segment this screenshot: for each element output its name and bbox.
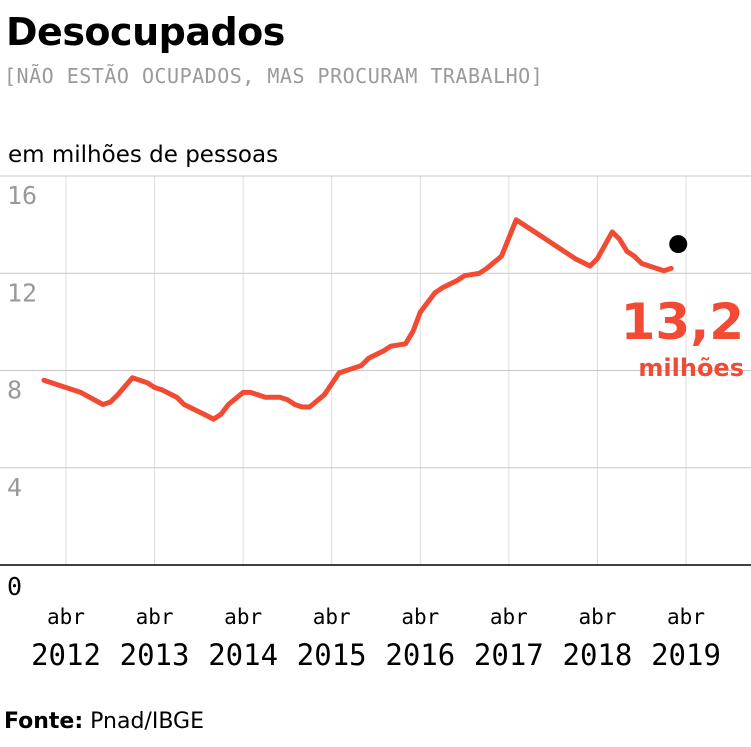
tick-layer: 0 4 8 12 16 abr 2012 abr 2013 abr 2014 abr 2015 abr 20… <box>7 181 721 672</box>
series-layer <box>41 217 688 422</box>
x-tick-year-2019: 2019 <box>651 638 721 672</box>
x-tick-month-2015: abr <box>313 605 351 629</box>
series-line-0 <box>41 217 674 422</box>
x-tick-month-2012: abr <box>47 605 85 629</box>
x-tick-year-2017: 2017 <box>474 638 544 672</box>
annotation-value: 13,2 <box>621 293 744 351</box>
annotation-unit: milhões <box>638 354 744 382</box>
x-tick-year-2013: 2013 <box>120 638 190 672</box>
chart-title: Desocupados <box>6 10 285 54</box>
x-tick-year-2016: 2016 <box>385 638 455 672</box>
chart-subtitle: [NÃO ESTÃO OCUPADOS, MAS PROCURAM TRABAL… <box>4 64 544 88</box>
annotation-layer: 13,2 milhões <box>621 293 744 382</box>
grid-layer <box>0 175 751 566</box>
y-tick-label-16: 16 <box>7 181 37 210</box>
x-tick-month-2016: abr <box>401 605 439 629</box>
y-tick-label-12: 12 <box>7 278 37 307</box>
y-tick-label-0: 0 <box>7 572 22 601</box>
source-label: Fonte: <box>4 709 84 734</box>
x-tick-year-2012: 2012 <box>31 638 101 672</box>
y-tick-label-4: 4 <box>7 473 22 502</box>
x-tick-month-2014: abr <box>224 605 262 629</box>
line-chart: 0 4 8 12 16 abr 2012 abr 2013 abr 2014 abr 2015 abr 20… <box>0 175 751 672</box>
x-tick-month-2017: abr <box>490 605 528 629</box>
last-point-marker <box>669 235 688 254</box>
x-tick-month-2013: abr <box>136 605 174 629</box>
source-note: Fonte: Pnad/IBGE <box>4 709 204 734</box>
source-text: Pnad/IBGE <box>83 709 204 734</box>
x-tick-year-2014: 2014 <box>208 638 278 672</box>
x-tick-year-2018: 2018 <box>563 638 633 672</box>
y-tick-label-8: 8 <box>7 376 22 405</box>
x-tick-month-2019: abr <box>667 605 705 629</box>
x-tick-year-2015: 2015 <box>297 638 367 672</box>
x-tick-month-2018: abr <box>578 605 616 629</box>
y-axis-label: em milhões de pessoas <box>8 142 279 168</box>
